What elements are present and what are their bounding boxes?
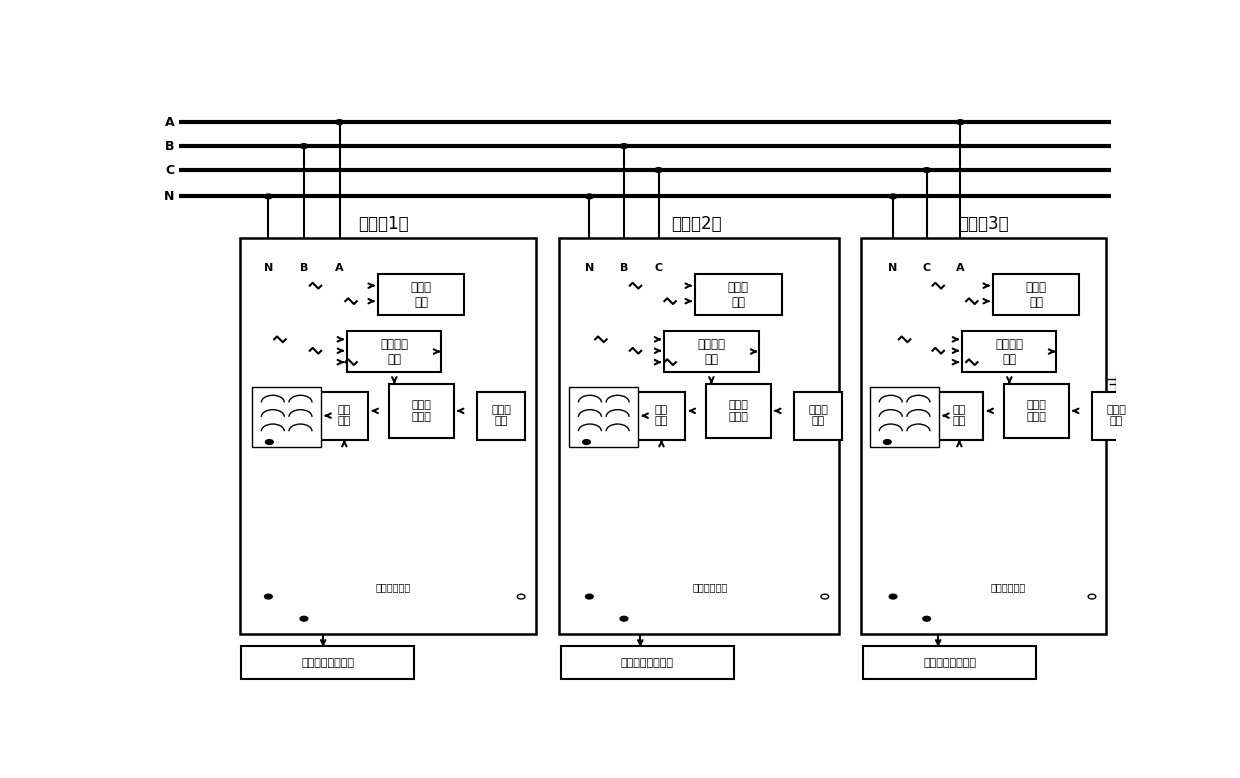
Text: A: A — [956, 263, 965, 273]
Circle shape — [265, 440, 273, 444]
Text: C: C — [655, 263, 662, 273]
Text: 三路取样
模块: 三路取样 模块 — [996, 338, 1023, 366]
Text: 智能控
制模块: 智能控 制模块 — [1027, 400, 1047, 422]
Text: C: C — [923, 263, 931, 273]
Circle shape — [583, 440, 590, 444]
Bar — [477, 391, 525, 440]
Text: 驱动
模块: 驱动 模块 — [337, 405, 351, 426]
Circle shape — [620, 616, 627, 621]
Bar — [239, 238, 536, 634]
Text: N: N — [264, 263, 273, 273]
Bar — [242, 647, 414, 679]
Text: 电流反馈信号: 电流反馈信号 — [693, 583, 728, 593]
Text: B: B — [300, 263, 309, 273]
Bar — [665, 331, 759, 372]
Bar — [935, 391, 983, 440]
Bar — [863, 647, 1037, 679]
Circle shape — [300, 616, 308, 621]
Text: N: N — [585, 263, 594, 273]
Circle shape — [655, 167, 662, 173]
Circle shape — [517, 594, 525, 599]
Text: 双电源
模块: 双电源 模块 — [410, 281, 432, 309]
Bar — [993, 275, 1080, 315]
Text: 物联网
模块: 物联网 模块 — [808, 405, 828, 426]
Bar — [862, 238, 1106, 634]
Text: 三路取样
模块: 三路取样 模块 — [697, 338, 725, 366]
Text: 智能控
制模块: 智能控 制模块 — [412, 400, 432, 422]
Text: A: A — [335, 263, 343, 273]
Text: 智能控
制模块: 智能控 制模块 — [728, 400, 748, 422]
Text: 充电桩3号: 充电桩3号 — [959, 215, 1008, 233]
Text: 汽车单相充电回路: 汽车单相充电回路 — [301, 657, 355, 668]
Bar — [320, 391, 368, 440]
Circle shape — [923, 616, 930, 621]
Circle shape — [883, 440, 892, 444]
Circle shape — [889, 194, 897, 199]
Circle shape — [585, 594, 593, 599]
Circle shape — [1089, 594, 1096, 599]
Text: 物联网
模块: 物联网 模块 — [491, 405, 511, 426]
Text: C: C — [165, 163, 174, 177]
Text: A: A — [165, 116, 174, 128]
Circle shape — [821, 594, 828, 599]
Bar — [378, 275, 465, 315]
Text: N: N — [888, 263, 898, 273]
Text: 三路取样
模块: 三路取样 模块 — [381, 338, 408, 366]
Bar — [388, 384, 454, 438]
Text: 驱动
模块: 驱动 模块 — [655, 405, 668, 426]
Text: N: N — [164, 190, 174, 203]
Circle shape — [585, 194, 593, 199]
Bar — [794, 391, 842, 440]
Bar — [1092, 391, 1140, 440]
Text: 充电桩2号: 充电桩2号 — [671, 215, 722, 233]
Bar — [558, 238, 839, 634]
Bar — [637, 391, 686, 440]
Text: 电流反馈信号: 电流反馈信号 — [991, 583, 1025, 593]
Text: B: B — [165, 139, 174, 152]
Bar — [1003, 384, 1069, 438]
Bar — [252, 387, 321, 447]
Circle shape — [264, 194, 273, 199]
Text: 物联网
模块: 物联网 模块 — [1106, 405, 1126, 426]
Text: 汽车单相充电回路: 汽车单相充电回路 — [620, 657, 673, 668]
Circle shape — [923, 167, 930, 173]
Text: 充电桩1号: 充电桩1号 — [358, 215, 409, 233]
Bar — [962, 331, 1056, 372]
Text: B: B — [620, 263, 629, 273]
Circle shape — [889, 594, 897, 599]
Text: 双电源
模块: 双电源 模块 — [1025, 281, 1047, 309]
Bar — [347, 331, 441, 372]
Bar — [560, 647, 734, 679]
Text: 电流反馈信号: 电流反馈信号 — [376, 583, 410, 593]
Text: 驱动
模块: 驱动 模块 — [952, 405, 966, 426]
Bar — [569, 387, 639, 447]
Circle shape — [336, 120, 343, 124]
Circle shape — [620, 144, 627, 149]
Circle shape — [264, 594, 273, 599]
Circle shape — [300, 144, 308, 149]
Text: 汽车单相充电回路: 汽车单相充电回路 — [924, 657, 976, 668]
Bar — [696, 275, 781, 315]
Circle shape — [956, 120, 965, 124]
Text: 双电源
模块: 双电源 模块 — [728, 281, 749, 309]
Bar — [706, 384, 771, 438]
Bar — [870, 387, 939, 447]
